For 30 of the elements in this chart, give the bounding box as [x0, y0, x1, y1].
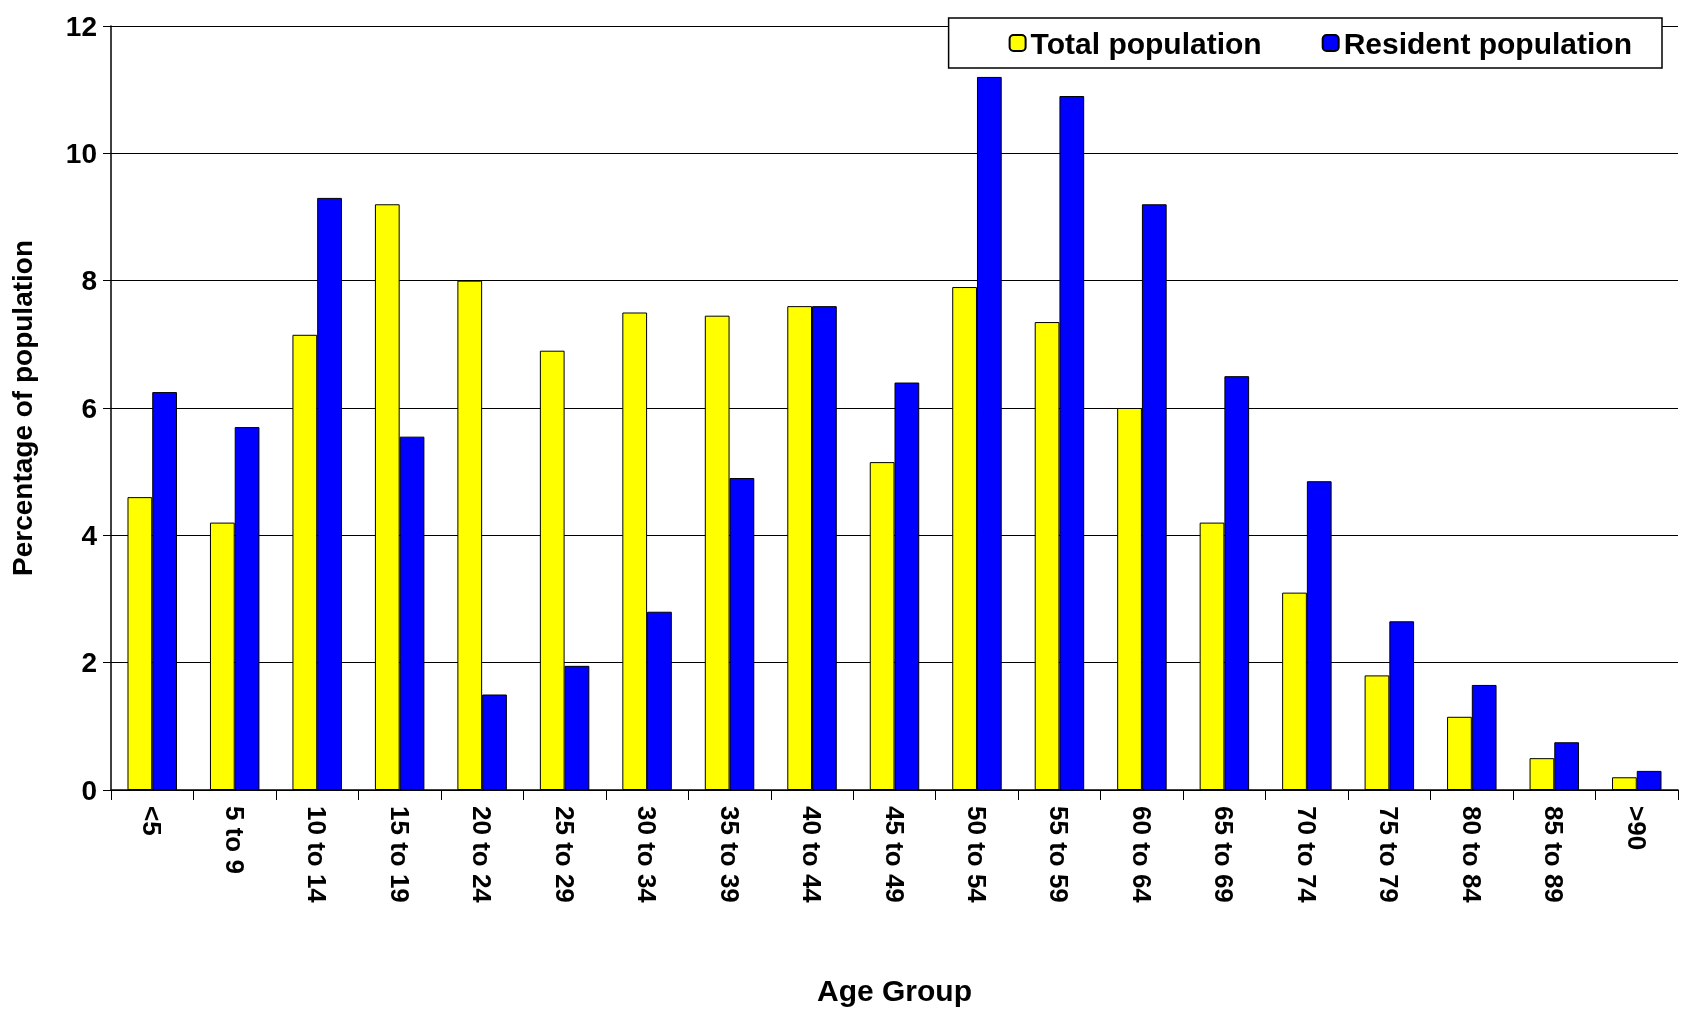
x-tick-label: 80 to 84 [1456, 806, 1487, 904]
x-tick-label: 5 to 9 [219, 806, 250, 874]
x-tick-label: 10 to 14 [302, 806, 333, 904]
x-tick-label: 15 to 19 [384, 806, 415, 903]
x-tick-label: 35 to 39 [714, 806, 745, 903]
x-tick-label: 55 to 59 [1044, 806, 1075, 903]
legend-label: Resident population [1343, 26, 1632, 60]
y-tick-label: 2 [81, 647, 97, 679]
x-tick-label: 60 to 64 [1126, 806, 1157, 904]
y-tick-label: 0 [81, 774, 97, 806]
x-tick-label: >90 [1621, 806, 1652, 851]
x-tick-label: 85 to 89 [1539, 806, 1570, 903]
x-axis-title: Age Group [817, 973, 972, 1007]
y-axis-title: Percentage of population [6, 239, 38, 577]
x-tick-label: 20 to 24 [467, 806, 498, 904]
y-tick-label: 10 [65, 137, 97, 169]
x-tick-label: <5 [137, 806, 168, 836]
x-tick-label: 50 to 54 [961, 806, 992, 904]
x-tick-label: 40 to 44 [797, 806, 828, 904]
x-tick-label: 65 to 69 [1209, 806, 1240, 903]
y-tick-label: 6 [81, 392, 97, 424]
x-tick-label: 45 to 49 [879, 806, 910, 903]
y-tick-label: 4 [81, 519, 98, 551]
y-tick-label: 8 [81, 265, 97, 297]
x-tick-label: 75 to 79 [1374, 806, 1405, 903]
legend-label: Total population [1030, 26, 1262, 60]
x-tick-label: 70 to 74 [1291, 806, 1322, 904]
x-tick-label: 30 to 34 [632, 806, 663, 904]
y-tick-label: 12 [65, 10, 97, 42]
x-tick-label: 25 to 29 [549, 806, 580, 903]
